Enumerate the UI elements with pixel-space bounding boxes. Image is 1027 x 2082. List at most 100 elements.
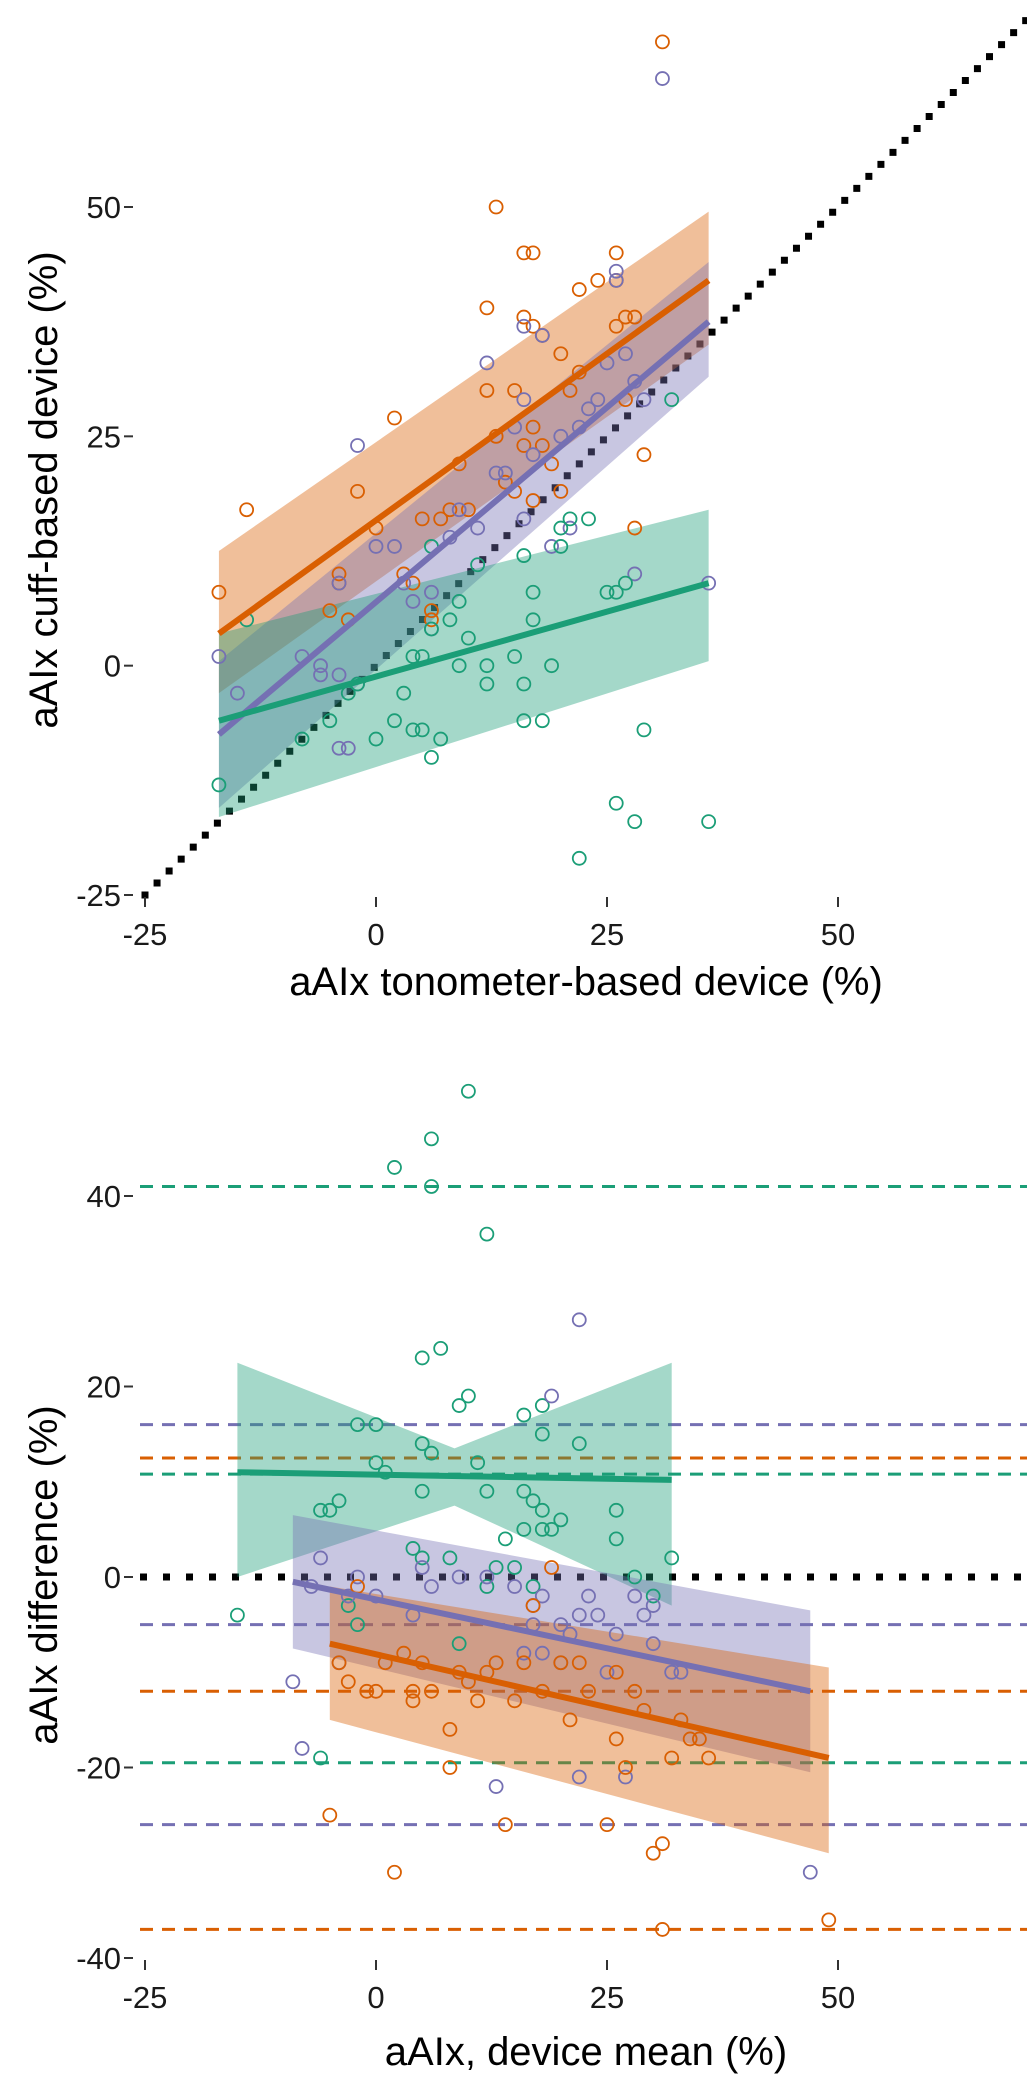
data-point-1-38 bbox=[802, 1864, 818, 1880]
data-point-2-19 bbox=[451, 658, 467, 674]
data-point-2-39 bbox=[608, 584, 624, 600]
data-point-2-30 bbox=[534, 713, 550, 729]
data-point-2-37 bbox=[599, 584, 615, 600]
data-point-0-19 bbox=[479, 300, 495, 316]
data-point-2-27 bbox=[562, 1712, 578, 1728]
identity-line bbox=[140, 14, 1027, 900]
data-point-1-14 bbox=[507, 1579, 522, 1594]
data-point-1-16 bbox=[424, 584, 439, 600]
data-point-1-29 bbox=[544, 539, 559, 554]
data-point-0-17 bbox=[460, 502, 476, 518]
y-tick-label-1: 0 bbox=[104, 649, 121, 684]
data-point-0-46 bbox=[627, 309, 643, 325]
data-point-0-9 bbox=[368, 1455, 384, 1471]
data-point-1-42 bbox=[655, 71, 670, 86]
regression-line-1 bbox=[216, 319, 711, 737]
data-point-0-11 bbox=[387, 1160, 402, 1175]
data-point-2-32 bbox=[553, 520, 569, 536]
data-point-0-16 bbox=[414, 1436, 430, 1452]
data-point-0-18 bbox=[479, 383, 495, 398]
data-point-1-10 bbox=[424, 1579, 439, 1594]
data-point-2-38 bbox=[655, 1922, 670, 1937]
data-point-1-41 bbox=[636, 392, 652, 408]
data-point-2-44 bbox=[701, 814, 717, 830]
data-point-2-14 bbox=[442, 1760, 458, 1775]
y-tick-label-2: 25 bbox=[87, 419, 121, 454]
data-point-1-19 bbox=[534, 1645, 550, 1661]
data-point-1-4 bbox=[313, 658, 328, 674]
y-axis-title: aAIx difference (%) bbox=[22, 1405, 66, 1744]
data-point-0-32 bbox=[507, 1560, 522, 1575]
data-point-0-25 bbox=[516, 438, 532, 453]
data-point-0-39 bbox=[534, 1521, 550, 1537]
data-point-2-2 bbox=[340, 1674, 356, 1690]
data-point-1-20 bbox=[544, 1388, 559, 1404]
data-point-1-30 bbox=[608, 1626, 624, 1642]
data-point-0-1 bbox=[239, 502, 255, 518]
data-point-2-42 bbox=[692, 1731, 707, 1747]
data-point-1-18 bbox=[534, 1588, 550, 1604]
data-point-1-22 bbox=[497, 465, 513, 481]
data-point-2-21 bbox=[507, 1693, 522, 1709]
data-point-2-36 bbox=[581, 511, 596, 527]
data-point-2-21 bbox=[470, 557, 486, 573]
data-point-0-24 bbox=[460, 1083, 476, 1099]
data-point-0-1 bbox=[313, 1750, 328, 1766]
data-point-2-9 bbox=[405, 722, 421, 738]
data-point-0-33 bbox=[516, 1521, 532, 1537]
regression-line-0 bbox=[237, 1469, 672, 1483]
data-point-0-0 bbox=[211, 584, 227, 600]
data-point-1-18 bbox=[451, 502, 467, 518]
data-point-2-30 bbox=[599, 1817, 615, 1833]
data-point-0-15 bbox=[414, 1350, 430, 1366]
data-point-2-23 bbox=[525, 1598, 541, 1613]
data-point-2-4 bbox=[359, 1683, 375, 1699]
data-point-0-48 bbox=[636, 447, 652, 463]
data-point-0-27 bbox=[479, 1579, 495, 1594]
data-point-0-20 bbox=[433, 1341, 449, 1356]
y-tick-label-1: -20 bbox=[76, 1751, 121, 1786]
data-point-1-6 bbox=[331, 575, 347, 591]
data-point-2-7 bbox=[387, 713, 402, 729]
y-tick-label-2: 0 bbox=[104, 1560, 121, 1595]
data-point-0-43 bbox=[553, 1512, 569, 1528]
data-point-0-25 bbox=[460, 1388, 476, 1404]
y-tick-label-4: 40 bbox=[87, 1179, 121, 1214]
x-tick-label-3: 50 bbox=[821, 1980, 855, 2015]
data-point-2-29 bbox=[581, 1683, 596, 1699]
data-point-2-17 bbox=[470, 1693, 486, 1709]
data-point-2-33 bbox=[553, 539, 569, 554]
data-point-0-42 bbox=[544, 1521, 559, 1537]
data-point-1-21 bbox=[553, 1617, 569, 1633]
data-point-1-1 bbox=[229, 685, 245, 701]
data-point-0-39 bbox=[571, 282, 587, 297]
data-point-1-25 bbox=[516, 392, 532, 408]
data-point-1-36 bbox=[608, 263, 624, 279]
data-point-1-9 bbox=[350, 438, 365, 453]
data-point-2-0 bbox=[322, 1807, 338, 1823]
data-point-0-17 bbox=[424, 1131, 439, 1147]
data-point-0-18 bbox=[424, 1179, 439, 1194]
x-tick-label-1: 0 bbox=[367, 1980, 384, 2015]
data-point-2-22 bbox=[516, 1655, 532, 1671]
x-tick-label-0: -25 bbox=[123, 917, 168, 952]
data-point-2-35 bbox=[571, 850, 587, 866]
data-point-1-13 bbox=[488, 1779, 504, 1794]
y-tick-label-3: 50 bbox=[87, 190, 121, 225]
data-point-2-10 bbox=[405, 1693, 421, 1709]
confidence-band-1 bbox=[218, 262, 709, 808]
data-point-2-1 bbox=[331, 1655, 347, 1671]
data-point-1-19 bbox=[470, 520, 486, 536]
data-point-2-18 bbox=[451, 594, 467, 609]
data-point-0-23 bbox=[507, 383, 522, 398]
regression-line-1 bbox=[292, 1578, 811, 1695]
data-point-0-37 bbox=[525, 1579, 541, 1594]
data-point-0-40 bbox=[534, 1502, 550, 1518]
data-point-0-49 bbox=[655, 34, 670, 50]
data-point-0-22 bbox=[451, 1398, 467, 1413]
regression-line-2 bbox=[329, 1640, 830, 1761]
data-point-1-33 bbox=[581, 401, 596, 417]
data-point-0-5 bbox=[340, 1598, 356, 1613]
data-point-0-38 bbox=[534, 1398, 550, 1413]
